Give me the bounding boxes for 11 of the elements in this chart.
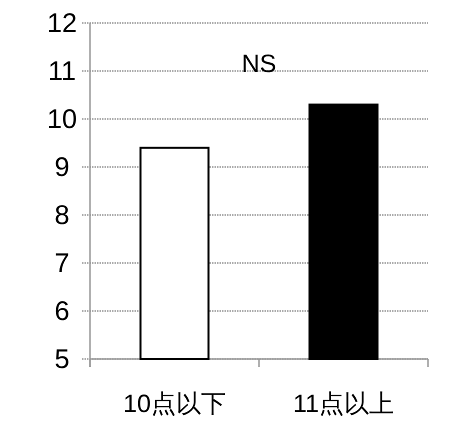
y-tick-label: 7	[54, 248, 70, 278]
x-tick-label: 11点以上	[293, 390, 394, 418]
y-tick-label: 10	[46, 104, 78, 134]
y-tick-label: 8	[54, 200, 70, 230]
annotation: NS	[242, 50, 276, 78]
x-tick-label: 10点以下	[123, 390, 226, 418]
y-tick-label: 5	[54, 344, 70, 374]
y-tick-label: 6	[54, 296, 70, 326]
y-tick-label: 11	[48, 56, 76, 86]
y-tick-label: 9	[54, 152, 70, 182]
y-tick-label: 12	[46, 8, 78, 38]
